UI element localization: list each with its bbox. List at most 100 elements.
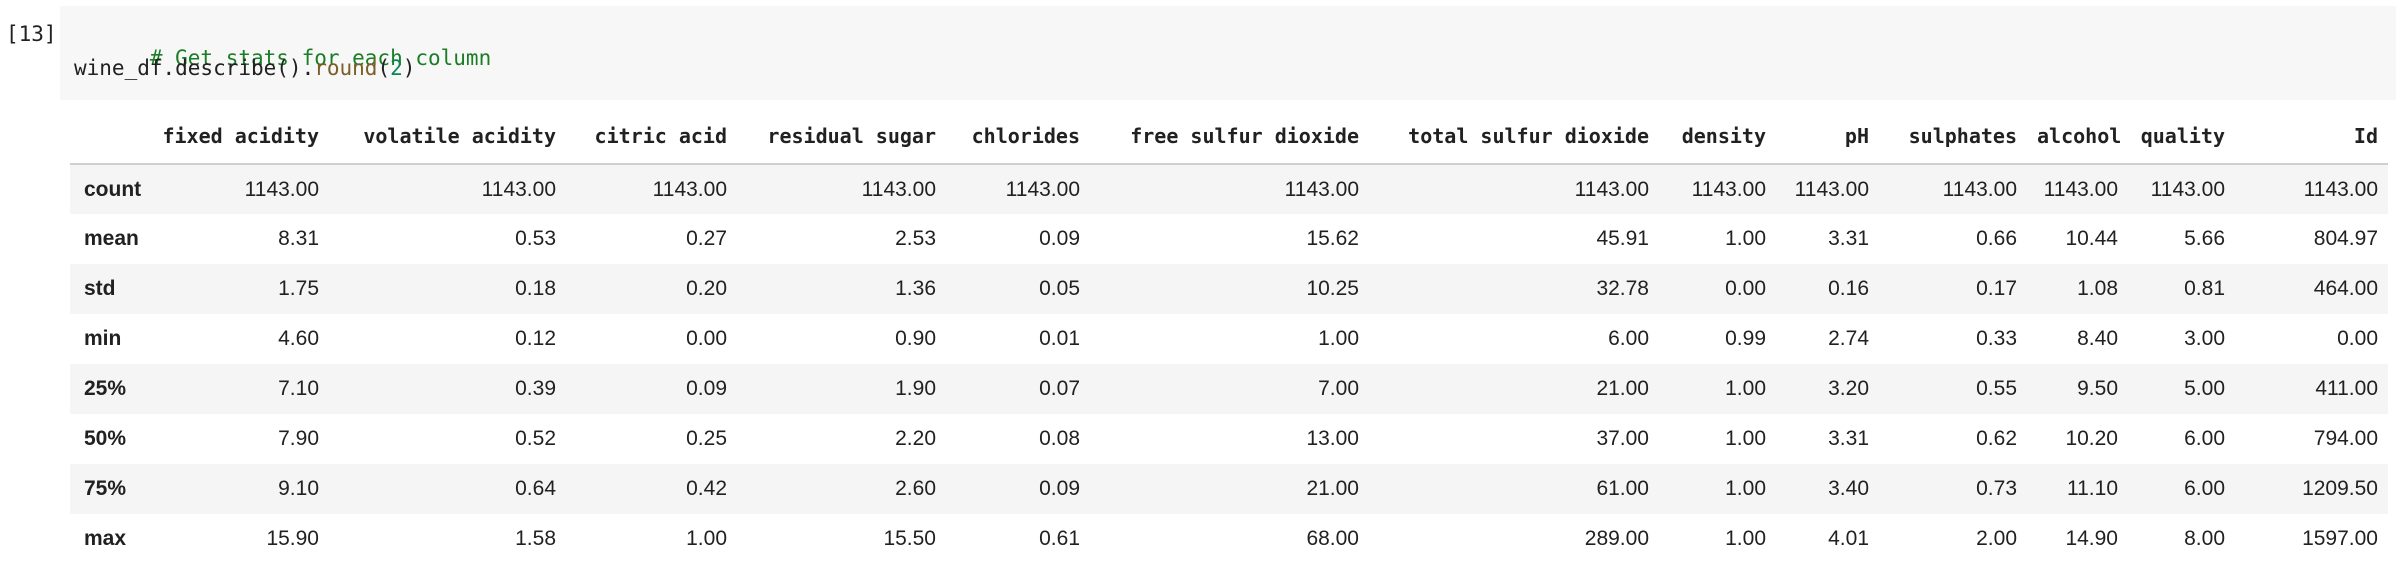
table-cell: 1597.00 — [2302, 527, 2378, 550]
table-cell: 9.50 — [2077, 377, 2118, 400]
table-cell: 2.53 — [895, 227, 936, 250]
table-cell: 6.00 — [1608, 327, 1649, 350]
table-cell: 68.00 — [1306, 527, 1359, 550]
table-cell: 0.00 — [686, 327, 727, 350]
table-cell: 11.10 — [2067, 477, 2118, 500]
table-cell: 1.00 — [1725, 427, 1766, 450]
table-cell: 0.00 — [2337, 327, 2378, 350]
table-cell: 411.00 — [2315, 377, 2378, 400]
table-cell: 0.66 — [1976, 227, 2017, 250]
row-label: 50% — [84, 427, 127, 450]
cell-output: fixed acidity volatile acidity citric ac… — [70, 108, 2388, 564]
table-cell: 0.16 — [1828, 277, 1869, 300]
table-cell: 1.08 — [2077, 277, 2118, 300]
table-cell: 6.00 — [2184, 427, 2225, 450]
column-header: residual sugar — [737, 108, 946, 165]
table-row: 75% 9.10 0.64 0.42 2.60 0.09 21.00 61.00 1.00 3.4… — [70, 464, 2388, 514]
table-cell: 8.00 — [2184, 527, 2225, 550]
code-line-2: wine_df.describe().round(2) — [74, 56, 415, 80]
table-cell: 7.10 — [278, 377, 319, 400]
code-line-1: # Get stats for each column — [74, 22, 491, 94]
table-row: min 4.60 0.12 0.00 0.90 0.01 1.00 6.00 0.99 2.74 0… — [70, 314, 2388, 364]
table-cell: 0.62 — [1976, 427, 2017, 450]
table-cell: 7.90 — [278, 427, 319, 450]
table-cell: 0.01 — [1039, 327, 1080, 350]
table-row: 25% 7.10 0.39 0.09 1.90 0.07 7.00 21.00 1.00 3.20… — [70, 364, 2388, 414]
table-cell: 15.50 — [883, 527, 936, 550]
row-label: count — [84, 177, 142, 201]
table-cell: 10.20 — [2065, 427, 2118, 450]
table-cell: 0.09 — [686, 377, 727, 400]
row-label: 25% — [84, 377, 127, 400]
table-cell: 1.00 — [1725, 477, 1766, 500]
table-cell: 6.00 — [2184, 477, 2225, 500]
table-cell: 0.05 — [1039, 277, 1080, 300]
table-row: mean 8.31 0.53 0.27 2.53 0.09 15.62 45.91 1.00 3.… — [70, 214, 2388, 264]
row-label: min — [84, 327, 122, 350]
table-cell: 21.00 — [1306, 477, 1359, 500]
table-cell: 7.00 — [1318, 377, 1359, 400]
column-header: total sulfur dioxide — [1369, 108, 1659, 165]
table-cell: 794.00 — [2313, 427, 2378, 450]
column-header: density — [1659, 108, 1776, 165]
table-cell: 1.75 — [278, 277, 319, 300]
table-row: max 15.90 1.58 1.00 15.50 0.61 68.00 289.00 1.00… — [70, 514, 2388, 564]
table-cell: 8.40 — [2077, 327, 2118, 350]
table-cell: 464.00 — [2313, 277, 2378, 300]
table-cell: 14.90 — [2065, 527, 2118, 550]
table-row: std 1.75 0.18 0.20 1.36 0.05 10.25 32.78 0.00 0.1… — [70, 264, 2388, 314]
execution-count: [13] — [6, 22, 57, 46]
table-cell: 0.17 — [1976, 277, 2017, 300]
column-header: sulphates — [1879, 108, 2027, 165]
table-cell: 1143.00 — [244, 177, 319, 201]
table-cell: 0.08 — [1039, 427, 1080, 450]
table-cell: 32.78 — [1596, 277, 1649, 300]
table-cell: 1143.00 — [1691, 177, 1766, 201]
table-cell: 0.64 — [515, 477, 556, 500]
table-body: count 1143.00 1143.00 1143.00 1143.00 1143.00… — [70, 164, 2388, 564]
table-cell: 1.90 — [895, 377, 936, 400]
index-header — [70, 108, 148, 165]
table-cell: 1143.00 — [652, 177, 727, 201]
table-cell: 2.00 — [1976, 527, 2017, 550]
table-cell: 15.90 — [266, 527, 319, 550]
code-method: round — [314, 56, 378, 80]
table-cell: 21.00 — [1596, 377, 1649, 400]
table-cell: 0.53 — [515, 227, 556, 250]
row-label: max — [84, 527, 127, 550]
table-cell: 0.20 — [686, 277, 727, 300]
header-row: fixed acidity volatile acidity citric ac… — [70, 108, 2388, 165]
table-cell: 15.62 — [1306, 227, 1359, 250]
column-header: fixed acidity — [148, 108, 329, 165]
table-cell: 1143.00 — [1284, 177, 1359, 201]
table-cell: 289.00 — [1584, 527, 1649, 550]
row-label: 75% — [84, 477, 127, 500]
column-header: alcohol — [2027, 108, 2128, 165]
table-row: count 1143.00 1143.00 1143.00 1143.00 1143.00… — [70, 164, 2388, 214]
code-paren-open: ( — [377, 56, 391, 80]
column-header: free sulfur dioxide — [1090, 108, 1369, 165]
table-cell: 0.73 — [1976, 477, 2017, 500]
table-cell: 2.74 — [1828, 327, 1869, 350]
table-cell: 1.58 — [515, 527, 556, 550]
row-label: mean — [84, 227, 139, 250]
table-cell: 1.00 — [686, 527, 727, 550]
table-cell: 1143.00 — [2303, 177, 2378, 201]
code-editor[interactable]: # Get stats for each column wine_df.desc… — [60, 6, 2396, 100]
code-paren-close: ) — [402, 56, 416, 80]
table-cell: 0.18 — [515, 277, 556, 300]
table-cell: 0.09 — [1039, 477, 1080, 500]
table-cell: 10.25 — [1306, 277, 1359, 300]
table-cell: 2.20 — [895, 427, 936, 450]
table-cell: 0.39 — [515, 377, 556, 400]
table-cell: 0.90 — [895, 327, 936, 350]
table-cell: 0.33 — [1976, 327, 2017, 350]
table-cell: 3.40 — [1828, 477, 1869, 500]
table-cell: 61.00 — [1596, 477, 1649, 500]
table-cell: 0.12 — [515, 327, 556, 350]
table-cell: 1.00 — [1725, 377, 1766, 400]
table-cell: 3.00 — [2184, 327, 2225, 350]
table-cell: 0.25 — [686, 427, 727, 450]
code-comment: # Get stats for each column — [149, 46, 492, 70]
table-cell: 3.31 — [1828, 427, 1869, 450]
